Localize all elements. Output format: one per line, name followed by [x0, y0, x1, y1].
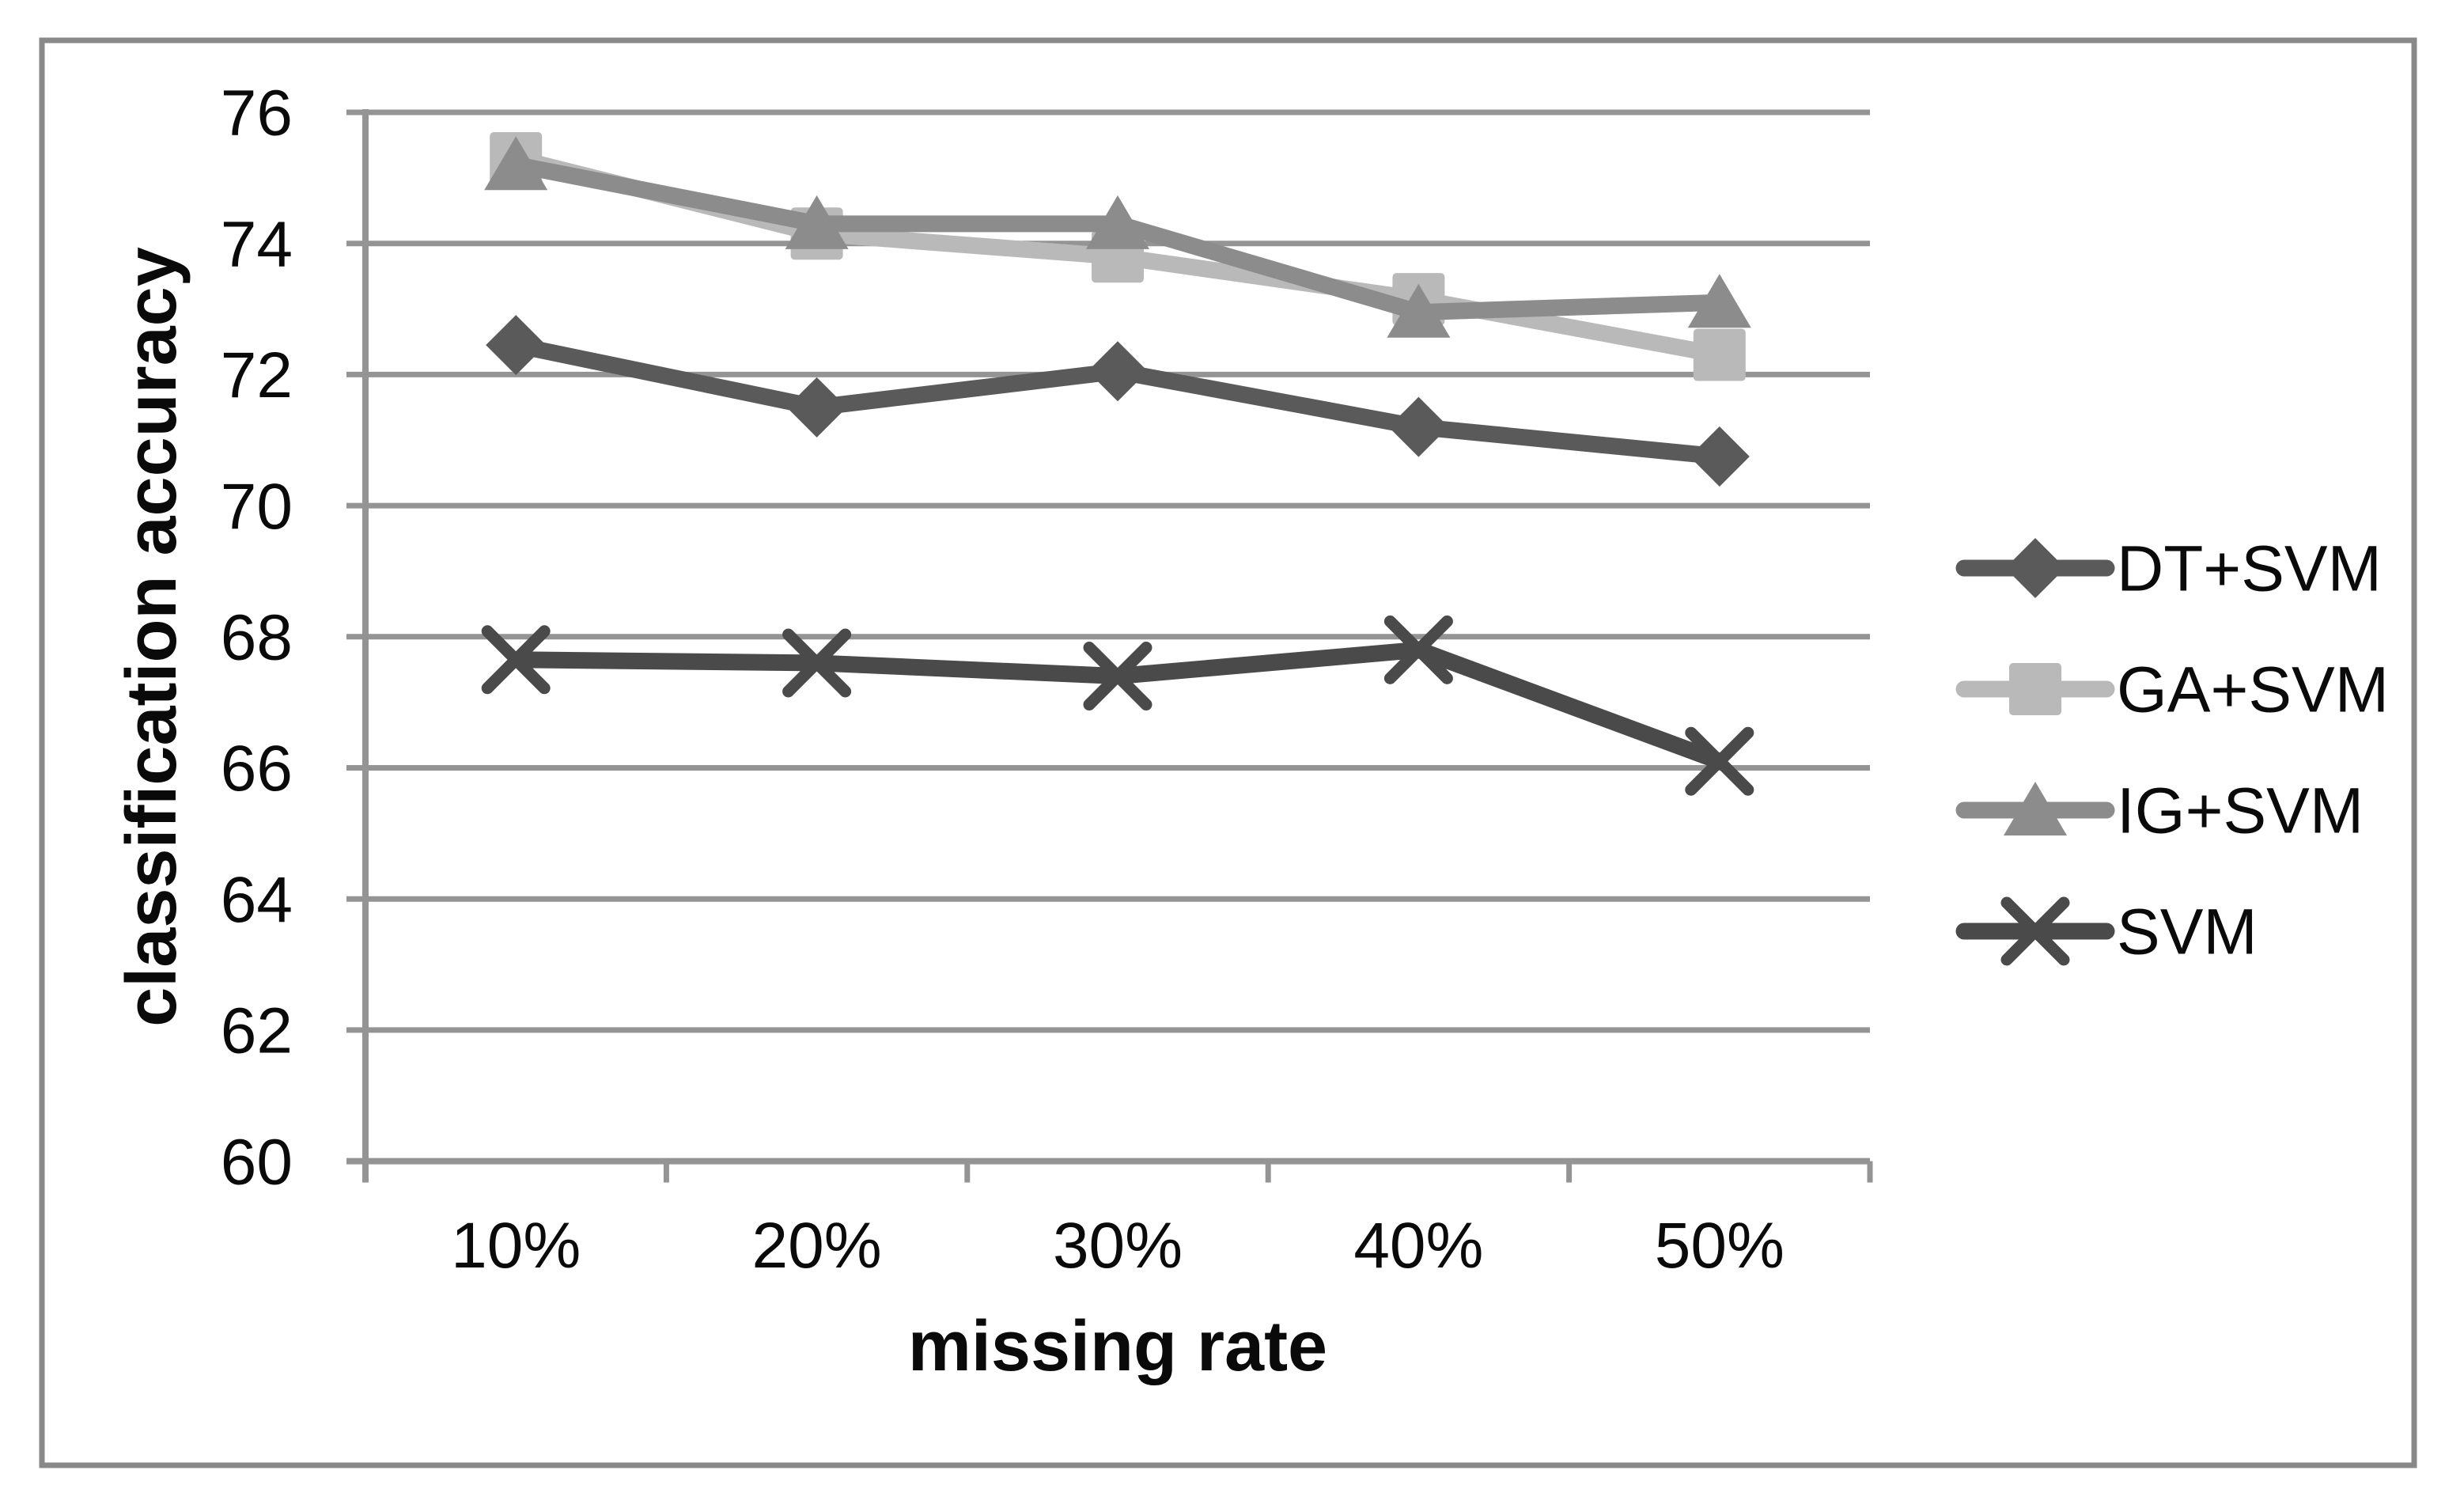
data-point-dt-svm-40%: [1388, 396, 1449, 457]
axes: [346, 109, 1873, 1183]
legend-marker-x-icon: [2000, 896, 2070, 966]
series-dt-svm: [486, 315, 1750, 487]
legend-label-ga-svm: GA+SVM: [2117, 654, 2389, 726]
legend-marker-triangle-icon: [2004, 782, 2067, 835]
data-point-ga-svm-50%: [1693, 328, 1746, 381]
y-tick-label: 62: [221, 995, 293, 1067]
legend-item-ig-svm: IG+SVM: [1955, 775, 2364, 847]
data-point-ig-svm-20%: [785, 195, 849, 249]
y-axis-title: classification accuracy: [112, 247, 191, 1027]
data-point-ig-svm-50%: [1687, 274, 1751, 328]
x-tick-label: 40%: [1353, 1210, 1483, 1282]
data-point-ig-svm-10%: [484, 136, 548, 191]
y-tick-label: 70: [221, 471, 293, 543]
legend-item-svm: SVM: [1955, 896, 2258, 968]
data-point-dt-svm-30%: [1088, 341, 1148, 402]
x-tick-label: 10%: [451, 1210, 581, 1282]
series-line-svm: [507, 641, 1728, 770]
data-point-dt-svm-50%: [1689, 426, 1750, 487]
y-tick-label: 72: [221, 339, 293, 411]
legend: DT+SVM GA+SVM IG+SVM SVM: [1955, 533, 2389, 968]
x-axis-title: missing rate: [908, 1307, 1327, 1386]
y-tick-label: 68: [221, 602, 293, 674]
x-tick-label: 50%: [1655, 1210, 1785, 1282]
legend-label-dt-svm: DT+SVM: [2117, 533, 2382, 605]
data-point-dt-svm-20%: [786, 377, 847, 438]
series-ig-svm: [484, 136, 1751, 338]
data-point-svm-50%: [1685, 726, 1754, 796]
chart-border: [39, 37, 2417, 1468]
data-point-ig-svm-40%: [1387, 283, 1451, 338]
data-point-ig-svm-30%: [1086, 195, 1149, 249]
legend-marker-square-icon: [2009, 663, 2061, 715]
legend-label-svm: SVM: [2117, 896, 2258, 968]
legend-marker-diamond-icon: [2005, 538, 2065, 598]
x-tick-label: 30%: [1053, 1210, 1183, 1282]
data-point-svm-10%: [481, 625, 551, 695]
legend-item-dt-svm: DT+SVM: [1955, 533, 2382, 605]
y-tick-label: 66: [221, 733, 293, 805]
y-tick-label: 60: [221, 1126, 293, 1198]
data-point-svm-20%: [782, 628, 852, 698]
y-tick-label: 64: [221, 864, 293, 936]
data-point-svm-40%: [1383, 615, 1453, 684]
legend-item-ga-svm: GA+SVM: [1955, 654, 2389, 726]
data-point-dt-svm-10%: [486, 315, 547, 376]
axis-tick-labels: 60 62 64 66 68 70 72 74 76 10% 20% 30% 40% 50%: [221, 78, 1785, 1282]
legend-label-ig-svm: IG+SVM: [2117, 775, 2364, 847]
x-tick-label: 20%: [752, 1210, 882, 1282]
data-point-svm-30%: [1083, 642, 1153, 711]
y-tick-label: 76: [221, 78, 293, 150]
series-group: [481, 131, 1754, 796]
series-svm: [481, 615, 1754, 796]
y-tick-label: 74: [221, 208, 293, 280]
